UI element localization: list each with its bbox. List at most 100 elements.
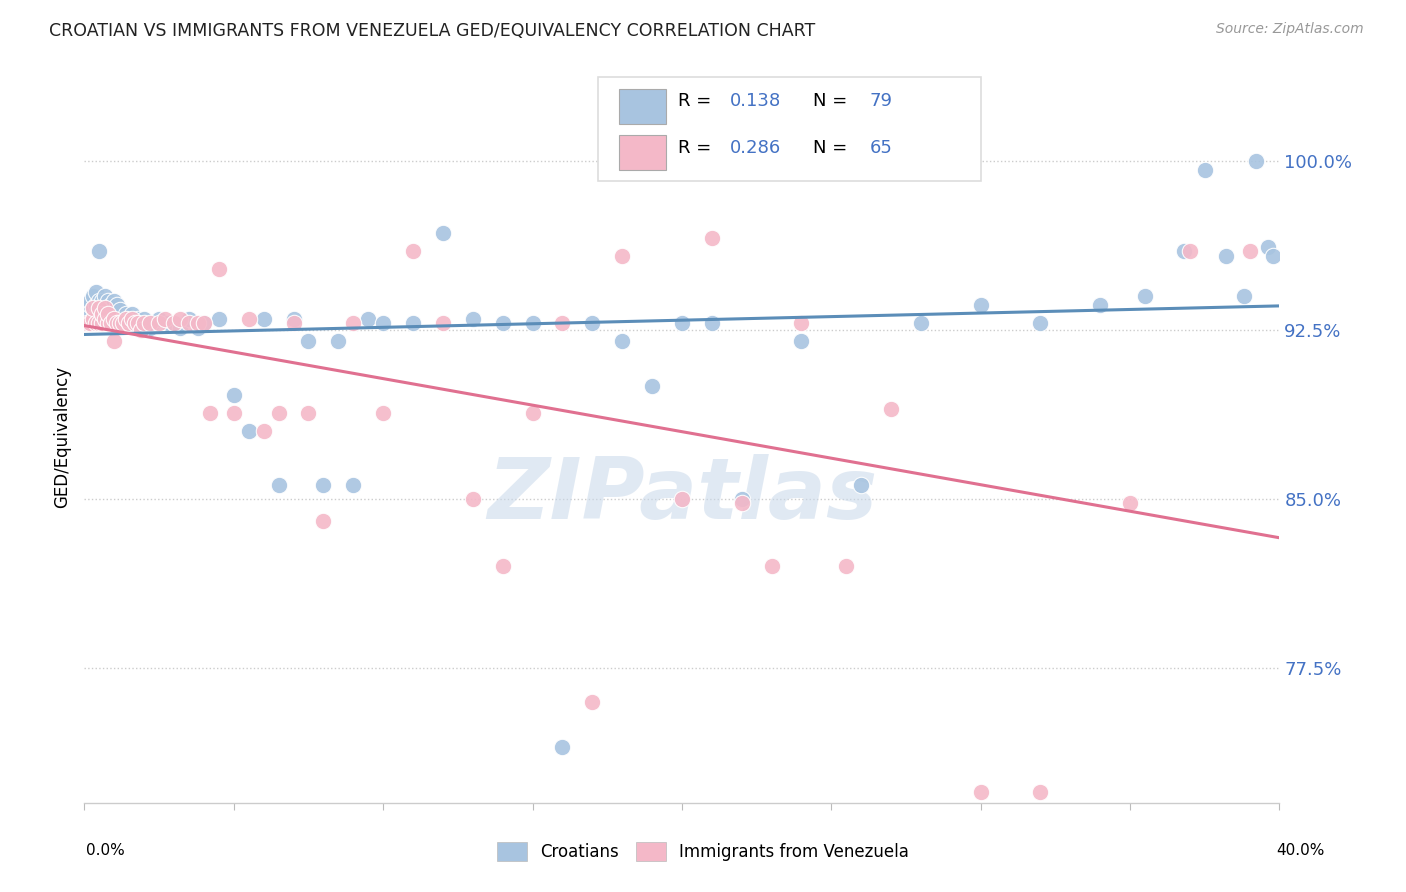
Point	[297, 407, 319, 421]
Point	[118, 317, 141, 331]
Point	[89, 293, 111, 308]
Point	[110, 312, 132, 326]
Legend: Croatians, Immigrants from Venezuela: Croatians, Immigrants from Venezuela	[491, 835, 915, 868]
Point	[461, 312, 484, 326]
Point	[91, 293, 114, 308]
Point	[1178, 244, 1201, 259]
Point	[880, 401, 903, 416]
Point	[129, 323, 152, 337]
Point	[124, 317, 146, 331]
Point	[76, 317, 98, 331]
Point	[671, 491, 693, 506]
Point	[432, 317, 454, 331]
Point	[177, 317, 200, 331]
Bar	[619, 135, 666, 169]
Point	[253, 312, 276, 326]
Point	[121, 312, 143, 326]
Point	[641, 379, 664, 393]
Point	[94, 301, 117, 315]
Bar	[619, 89, 666, 124]
Point	[76, 307, 98, 321]
Point	[328, 334, 350, 349]
Point	[551, 739, 574, 754]
Point	[671, 317, 693, 331]
Text: 0.0%: 0.0%	[86, 843, 125, 858]
Point	[148, 312, 170, 326]
Point	[103, 334, 125, 349]
Point	[208, 262, 231, 277]
Point	[1029, 784, 1052, 798]
Point	[89, 317, 111, 331]
Point	[97, 307, 120, 321]
Point	[790, 317, 813, 331]
Point	[1029, 317, 1052, 331]
Point	[86, 317, 108, 331]
Text: R =: R =	[678, 139, 717, 158]
Point	[153, 312, 176, 326]
Point	[94, 312, 117, 326]
Point	[238, 312, 260, 326]
Point	[148, 317, 170, 331]
Point	[267, 407, 290, 421]
Point	[112, 317, 135, 331]
Point	[100, 317, 122, 331]
Point	[121, 307, 143, 321]
Text: CROATIAN VS IMMIGRANTS FROM VENEZUELA GED/EQUIVALENCY CORRELATION CHART: CROATIAN VS IMMIGRANTS FROM VENEZUELA GE…	[49, 22, 815, 40]
Point	[187, 317, 209, 331]
Point	[139, 321, 162, 335]
Point	[297, 334, 319, 349]
Point	[110, 317, 132, 331]
Point	[612, 249, 634, 263]
Point	[1215, 249, 1237, 263]
Point	[169, 312, 191, 326]
Point	[373, 317, 395, 331]
Point	[86, 298, 108, 312]
Point	[169, 321, 191, 335]
Point	[970, 298, 993, 312]
Point	[79, 298, 101, 312]
Point	[91, 307, 114, 321]
Text: 40.0%: 40.0%	[1277, 843, 1324, 858]
Point	[103, 293, 125, 308]
Point	[94, 289, 117, 303]
Point	[103, 312, 125, 326]
Point	[82, 301, 104, 315]
Point	[97, 293, 120, 308]
Point	[97, 307, 120, 321]
Point	[127, 317, 149, 331]
Point	[82, 289, 104, 303]
Point	[163, 317, 186, 331]
Point	[1119, 496, 1142, 510]
Point	[970, 784, 993, 798]
Point	[522, 317, 544, 331]
Point	[91, 317, 114, 331]
Text: 0.138: 0.138	[730, 92, 780, 110]
Point	[581, 317, 603, 331]
Point	[222, 407, 245, 421]
Point	[163, 317, 186, 331]
Point	[86, 285, 108, 299]
Point	[1233, 289, 1256, 303]
Point	[82, 301, 104, 315]
Point	[112, 312, 135, 326]
Text: N =: N =	[814, 92, 853, 110]
Point	[94, 302, 117, 317]
Point	[700, 317, 723, 331]
Point	[139, 317, 162, 331]
Point	[1263, 249, 1285, 263]
Point	[342, 478, 364, 492]
Point	[105, 307, 128, 321]
Point	[193, 317, 215, 331]
Point	[1194, 163, 1216, 178]
Point	[312, 478, 335, 492]
Point	[253, 425, 276, 439]
Point	[89, 244, 111, 259]
Text: ZIPatlas: ZIPatlas	[486, 454, 877, 537]
Point	[581, 694, 603, 708]
Text: Source: ZipAtlas.com: Source: ZipAtlas.com	[1216, 22, 1364, 37]
Point	[193, 317, 215, 331]
Point	[402, 244, 425, 259]
Point	[851, 478, 873, 492]
Point	[79, 317, 101, 331]
Point	[700, 231, 723, 245]
